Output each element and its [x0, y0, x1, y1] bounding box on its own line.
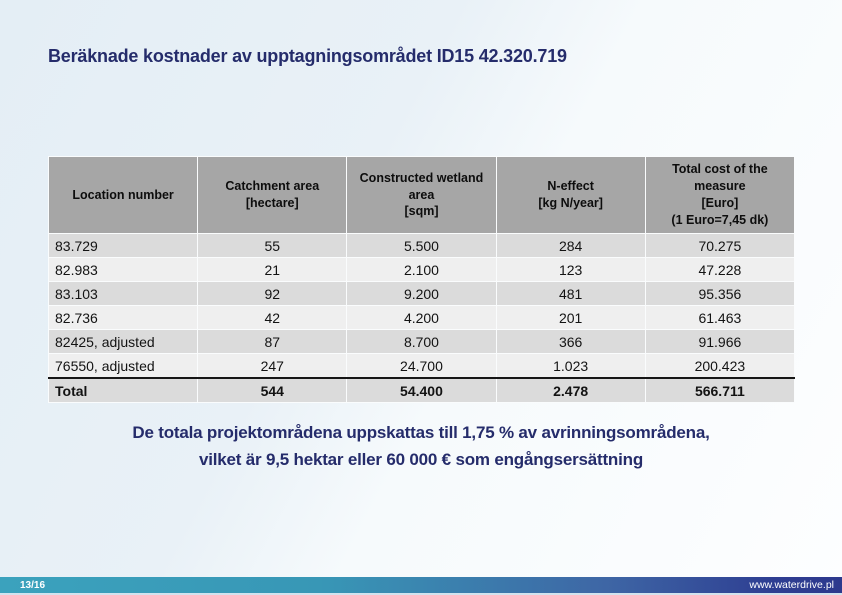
cell-catchment: 55	[197, 233, 348, 258]
cell-wetland: 4.200	[346, 305, 497, 330]
cost-table: Location number Catchment area [hectare]…	[47, 156, 796, 403]
col-header-wetland-area: Constructed wetland area [sqm]	[346, 156, 497, 234]
cell-catchment: 247	[197, 353, 348, 379]
cell-total-label: Total	[47, 377, 199, 403]
cell-wetland: 24.700	[346, 353, 497, 379]
cell-cost: 200.423	[644, 353, 796, 379]
footer-bar: 13/16 www.waterdrive.pl	[0, 577, 842, 595]
cell-catchment: 21	[197, 257, 348, 282]
cell-location: 82.736	[47, 305, 199, 330]
cell-catchment: 92	[197, 281, 348, 306]
cell-wetland: 2.100	[346, 257, 497, 282]
col-header-catchment-area: Catchment area [hectare]	[197, 156, 348, 234]
cell-n-effect: 1.023	[495, 353, 646, 379]
cost-table-header: Location number Catchment area [hectare]…	[47, 156, 796, 234]
table-row: 76550, adjusted 247 24.700 1.023 200.423	[47, 353, 796, 379]
table-row: 82425, adjusted 87 8.700 366 91.966	[47, 329, 796, 354]
table-row: 82.736 42 4.200 201 61.463	[47, 305, 796, 330]
summary-text: De totala projektområdena uppskattas til…	[0, 419, 842, 473]
table-row: 82.983 21 2.100 123 47.228	[47, 257, 796, 282]
cell-n-effect: 201	[495, 305, 646, 330]
table-row: 83.729 55 5.500 284 70.275	[47, 233, 796, 258]
cell-total-n-effect: 2.478	[495, 377, 646, 403]
cell-n-effect: 284	[495, 233, 646, 258]
cell-cost: 61.463	[644, 305, 796, 330]
cell-location: 82425, adjusted	[47, 329, 199, 354]
table-row: 83.103 92 9.200 481 95.356	[47, 281, 796, 306]
cell-n-effect: 123	[495, 257, 646, 282]
cell-total-catchment: 544	[197, 377, 348, 403]
cell-wetland: 8.700	[346, 329, 497, 354]
col-header-total-cost: Total cost of the measure [Euro] (1 Euro…	[644, 156, 796, 234]
cost-table-body: 83.729 55 5.500 284 70.275 82.983 21 2.1…	[47, 233, 796, 403]
col-header-location-number: Location number	[47, 156, 199, 234]
cell-total-cost: 566.711	[644, 377, 796, 403]
cell-catchment: 42	[197, 305, 348, 330]
table-total-row: Total 544 54.400 2.478 566.711	[47, 377, 796, 403]
col-header-n-effect: N-effect [kg N/year]	[495, 156, 646, 234]
slide-title: Beräknade kostnader av upptagningsområde…	[48, 46, 567, 66]
website-text: www.waterdrive.pl	[749, 579, 834, 591]
cell-location: 83.103	[47, 281, 199, 306]
cell-wetland: 5.500	[346, 233, 497, 258]
summary-line-1: De totala projektområdena uppskattas til…	[132, 423, 710, 442]
cell-catchment: 87	[197, 329, 348, 354]
cell-cost: 95.356	[644, 281, 796, 306]
cell-location: 82.983	[47, 257, 199, 282]
cell-location: 76550, adjusted	[47, 353, 199, 379]
page-number: 13/16	[20, 579, 46, 591]
cell-wetland: 9.200	[346, 281, 497, 306]
cell-location: 83.729	[47, 233, 199, 258]
cell-total-wetland: 54.400	[346, 377, 497, 403]
summary-line-2: vilket är 9,5 hektar eller 60 000 € som …	[198, 450, 644, 469]
header-row: Location number Catchment area [hectare]…	[47, 156, 796, 234]
cell-n-effect: 481	[495, 281, 646, 306]
cell-cost: 91.966	[644, 329, 796, 354]
cell-n-effect: 366	[495, 329, 646, 354]
cell-cost: 70.275	[644, 233, 796, 258]
cell-cost: 47.228	[644, 257, 796, 282]
